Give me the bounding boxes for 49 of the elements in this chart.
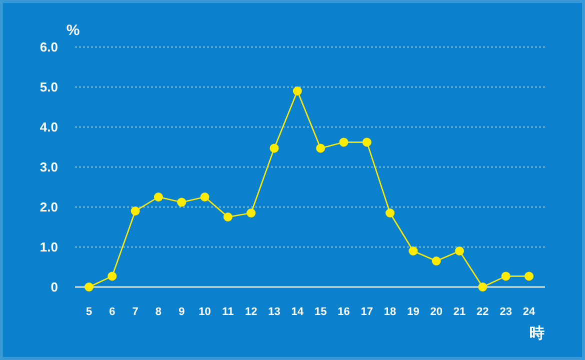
x-tick-label: 14 xyxy=(291,306,304,318)
point xyxy=(478,282,488,292)
point xyxy=(223,212,232,222)
x-tick-label: 12 xyxy=(244,306,258,318)
y-tick-label: 2.0 xyxy=(40,200,58,215)
y-tick-label: 1.0 xyxy=(40,240,58,255)
point xyxy=(246,208,256,218)
point xyxy=(316,144,326,153)
x-tick-label: 18 xyxy=(384,306,396,318)
y-tick-label: 6.0 xyxy=(40,40,58,55)
point xyxy=(339,138,348,147)
x-tick-label: 24 xyxy=(522,306,536,318)
point xyxy=(200,192,210,202)
point xyxy=(270,144,279,153)
point xyxy=(432,256,441,266)
x-axis-title: 時 xyxy=(530,325,544,342)
y-axis-title: % xyxy=(66,22,80,39)
x-tick-label: 13 xyxy=(268,306,280,318)
x-tick-label: 20 xyxy=(430,306,442,318)
point xyxy=(154,192,163,202)
x-tick-label: 19 xyxy=(407,306,420,318)
point xyxy=(455,246,464,256)
x-tick-label: 6 xyxy=(109,306,116,318)
point xyxy=(84,282,94,292)
x-tick-label: 11 xyxy=(222,306,234,318)
y-tick-label: 0 xyxy=(50,280,58,295)
point xyxy=(386,208,395,218)
x-tick-label: 8 xyxy=(155,306,162,318)
x-tick-label: 22 xyxy=(476,306,489,318)
point xyxy=(408,246,418,256)
point xyxy=(130,206,140,216)
point xyxy=(177,198,186,207)
point xyxy=(524,272,534,281)
x-tick-label: 15 xyxy=(314,306,327,318)
x-tick-label: 17 xyxy=(360,306,374,318)
point xyxy=(108,272,117,281)
x-tick-label: 5 xyxy=(86,306,92,318)
x-tick-label: 16 xyxy=(338,306,350,318)
x-tick-label: 10 xyxy=(198,306,211,318)
x-tick-label: 7 xyxy=(132,306,138,318)
point xyxy=(292,86,302,96)
y-tick-label: 4.0 xyxy=(40,120,58,135)
point xyxy=(362,138,372,147)
y-tick-label: 3.0 xyxy=(40,160,58,175)
y-tick-label: 5.0 xyxy=(40,80,58,95)
x-tick-label: 21 xyxy=(453,306,466,318)
x-tick-label: 9 xyxy=(178,306,185,318)
x-tick-label: 23 xyxy=(500,306,512,318)
point xyxy=(501,272,510,281)
